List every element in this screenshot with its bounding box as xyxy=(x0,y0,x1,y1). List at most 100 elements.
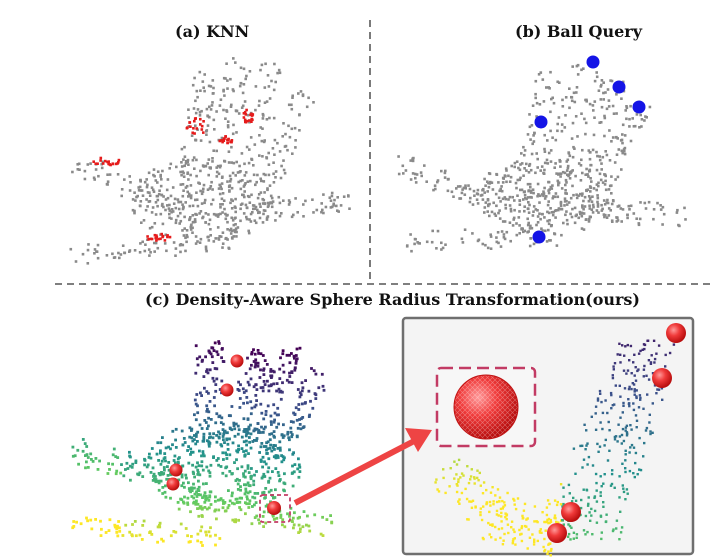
cloud-point xyxy=(545,240,549,243)
cloud-point xyxy=(499,187,502,191)
cloud-point xyxy=(269,420,273,424)
cloud-point xyxy=(647,359,651,362)
cloud-point xyxy=(297,475,301,479)
cloud-point xyxy=(322,388,326,392)
cloud-point xyxy=(413,242,416,246)
cloud-point xyxy=(467,481,471,485)
cloud-point xyxy=(278,440,282,444)
cloud-point xyxy=(549,549,553,552)
cloud-point xyxy=(250,467,253,470)
cloud-point xyxy=(568,154,572,158)
cloud-point xyxy=(529,185,532,189)
cloud-point xyxy=(581,444,584,447)
cloud-point xyxy=(245,215,248,219)
cloud-point xyxy=(194,99,197,103)
cloud-point xyxy=(94,168,98,171)
cloud-point xyxy=(149,530,152,534)
cloud-point xyxy=(157,192,161,196)
cloud-point xyxy=(261,465,264,469)
cloud-point xyxy=(155,194,159,198)
cloud-point xyxy=(282,122,285,125)
cloud-point xyxy=(453,460,456,463)
cloud-point xyxy=(597,184,600,188)
cloud-point xyxy=(621,411,624,414)
cloud-point xyxy=(559,172,563,175)
cloud-point xyxy=(194,418,198,422)
cloud-point xyxy=(299,90,303,93)
cloud-point xyxy=(526,133,530,136)
cloud-point xyxy=(529,138,532,141)
cloud-point xyxy=(618,435,622,438)
cloud-point xyxy=(467,518,470,521)
cloud-point xyxy=(615,519,619,522)
cloud-point xyxy=(485,501,489,504)
cloud-point xyxy=(174,221,178,225)
cloud-point xyxy=(206,162,209,165)
cloud-point xyxy=(154,201,158,204)
cloud-point xyxy=(596,397,600,400)
cloud-point xyxy=(630,428,633,431)
knn-neighbor-point xyxy=(160,232,163,236)
cloud-point xyxy=(230,494,234,498)
cloud-point xyxy=(160,193,163,197)
cloud-point xyxy=(569,212,572,216)
cloud-point xyxy=(268,116,271,120)
cloud-point xyxy=(595,150,598,154)
cloud-point xyxy=(611,104,615,108)
cloud-point xyxy=(250,351,254,354)
cloud-point xyxy=(184,527,188,530)
cloud-point xyxy=(562,502,565,506)
cloud-point xyxy=(220,182,224,185)
cloud-point xyxy=(567,201,571,204)
cloud-point xyxy=(614,136,618,139)
cloud-point xyxy=(588,511,591,514)
cloud-point xyxy=(531,142,534,146)
cloud-point xyxy=(274,454,278,458)
cloud-point xyxy=(148,191,151,194)
cloud-point xyxy=(180,475,184,479)
cloud-point xyxy=(158,524,161,527)
cloud-point xyxy=(580,214,584,218)
cloud-point xyxy=(193,475,196,479)
cloud-point xyxy=(258,376,262,379)
cloud-point xyxy=(538,201,541,204)
cloud-point xyxy=(503,174,507,177)
cloud-point xyxy=(242,417,246,421)
cloud-point xyxy=(180,429,184,433)
cloud-point xyxy=(466,465,469,468)
cloud-point xyxy=(559,207,563,211)
cloud-point xyxy=(119,471,123,475)
cloud-point xyxy=(194,220,197,223)
cloud-point xyxy=(277,387,281,391)
cloud-point xyxy=(569,171,573,174)
cloud-point xyxy=(480,518,484,522)
cloud-point xyxy=(152,472,156,476)
cloud-point xyxy=(280,212,283,215)
cloud-point xyxy=(271,446,275,449)
cloud-point xyxy=(213,128,216,131)
cloud-point xyxy=(283,456,286,460)
cloud-point xyxy=(210,355,214,359)
cloud-point xyxy=(139,189,142,192)
cloud-point xyxy=(563,197,567,200)
cloud-point xyxy=(240,106,244,109)
cloud-point xyxy=(485,502,488,506)
cloud-point xyxy=(116,456,120,459)
knn-neighbor-point xyxy=(251,118,254,122)
cloud-point xyxy=(200,427,204,430)
cloud-point xyxy=(223,429,227,433)
cloud-point xyxy=(159,173,162,177)
cloud-point xyxy=(161,492,165,495)
cloud-point xyxy=(255,437,259,440)
cloud-point xyxy=(198,212,201,215)
cloud-point xyxy=(295,434,299,438)
cloud-point xyxy=(238,406,242,409)
cloud-point xyxy=(209,234,212,237)
cloud-point xyxy=(633,124,637,128)
cloud-point xyxy=(605,201,608,204)
cloud-point xyxy=(522,174,525,177)
cloud-point xyxy=(262,114,265,117)
cloud-point xyxy=(526,217,529,221)
cloud-point xyxy=(274,456,278,460)
cloud-point xyxy=(204,221,207,224)
